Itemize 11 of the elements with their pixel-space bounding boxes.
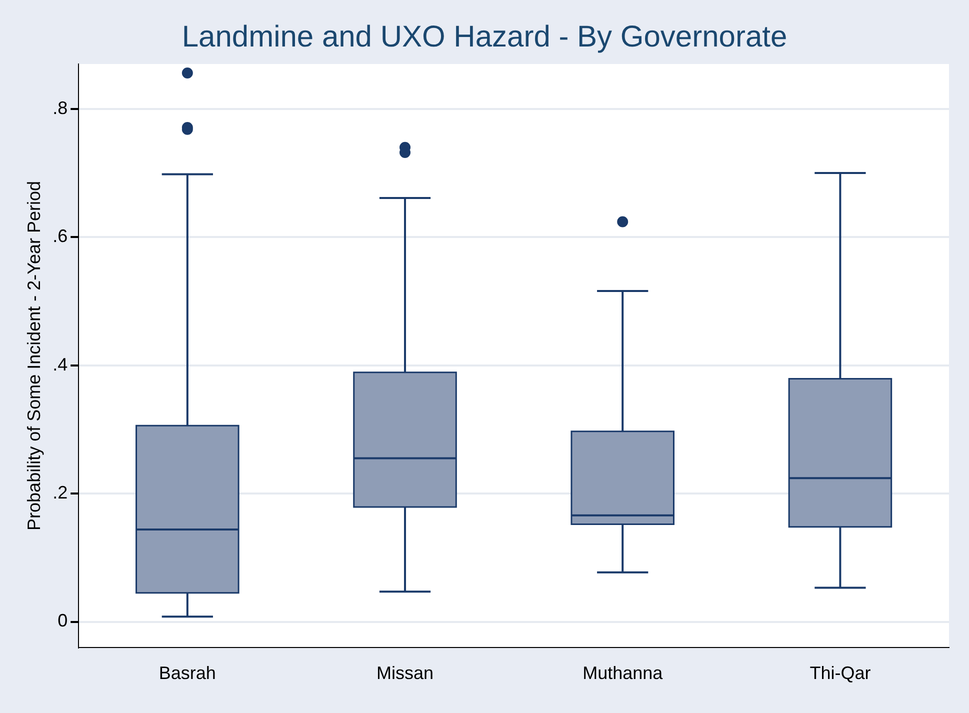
y-tick-label: .2 (52, 482, 68, 503)
y-tick-label: .6 (52, 226, 68, 246)
y-tick-label: .4 (52, 354, 68, 374)
y-tick-label: 0 (58, 610, 68, 631)
x-tick-label: Basrah (158, 663, 216, 684)
y-axis-title: Probability of Some Incident - 2-Year Period (24, 180, 44, 530)
x-tick-label: Muthanna (582, 663, 664, 684)
y-tick-label: .8 (52, 98, 68, 118)
x-tick-label: Missan (376, 663, 434, 684)
chart-title: Landmine and UXO Hazard - By Governorate (182, 20, 788, 54)
x-tick-label: Thi-Qar (810, 663, 871, 684)
